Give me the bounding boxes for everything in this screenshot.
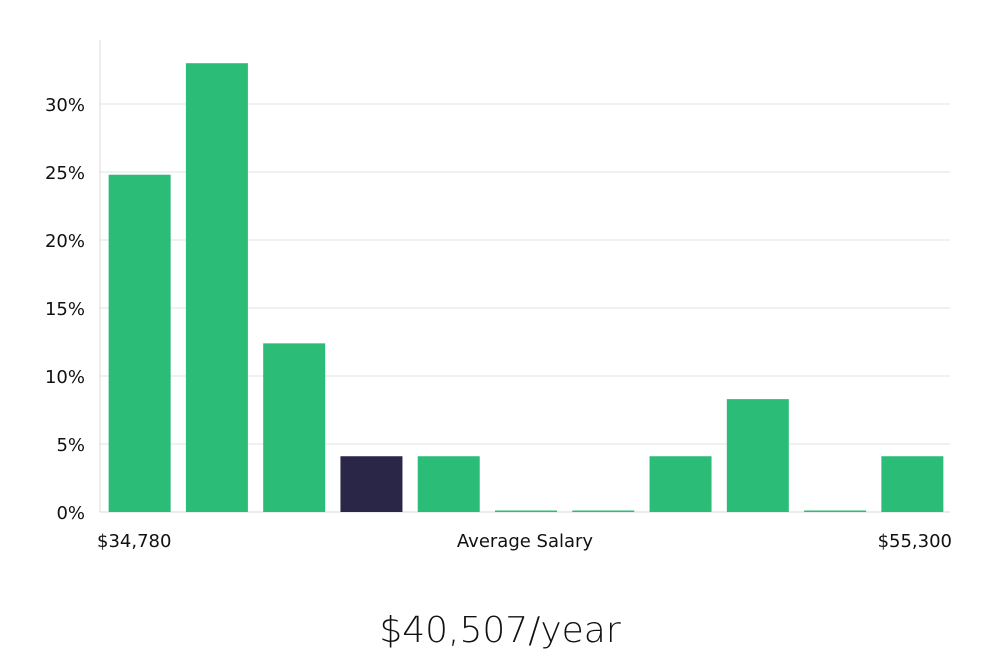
average-salary-value: $40,507/year bbox=[379, 610, 621, 651]
histogram-bar bbox=[185, 63, 248, 512]
x-axis-title: Average Salary bbox=[457, 531, 594, 552]
y-tick-label: 5% bbox=[56, 435, 85, 456]
histogram-bar bbox=[572, 510, 635, 512]
histogram-bar bbox=[726, 399, 789, 512]
histogram-bar bbox=[649, 456, 712, 512]
x-min-label: $34,780 bbox=[97, 531, 171, 552]
y-tick-label: 15% bbox=[45, 299, 85, 320]
histogram-bar bbox=[417, 456, 480, 512]
histogram-bar-highlighted bbox=[340, 456, 403, 512]
y-tick-label: 30% bbox=[45, 95, 85, 116]
histogram-bar bbox=[263, 343, 326, 512]
y-tick-label: 25% bbox=[45, 163, 85, 184]
histogram-bar bbox=[108, 174, 171, 512]
histogram-bar bbox=[495, 510, 557, 512]
y-axis-ticks: 0% 5% 10% 15% 20% 25% 30% bbox=[45, 95, 85, 524]
x-max-label: $55,300 bbox=[878, 531, 952, 552]
histogram-bar bbox=[804, 510, 867, 512]
y-tick-label: 0% bbox=[56, 503, 85, 524]
y-tick-label: 20% bbox=[45, 231, 85, 252]
histogram-bar bbox=[881, 456, 944, 512]
bars bbox=[108, 63, 944, 512]
y-tick-label: 10% bbox=[45, 367, 85, 388]
salary-histogram: 0% 5% 10% 15% 20% 25% 30% $34,780 Average Sala… bbox=[45, 40, 952, 552]
